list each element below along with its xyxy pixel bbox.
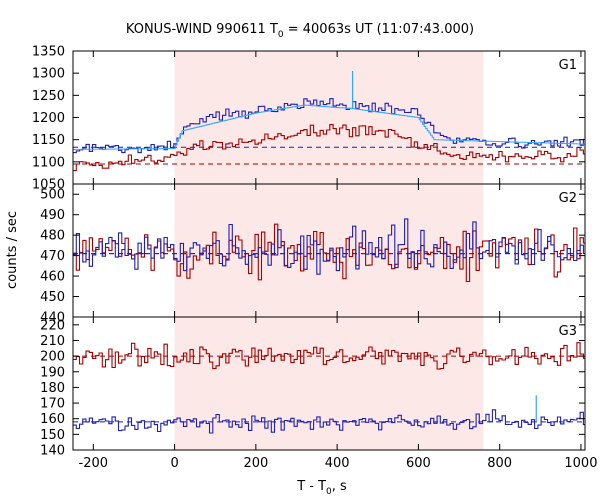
panel-frame	[72, 316, 586, 451]
x-tick-label: 400	[325, 456, 350, 471]
series-blue-line	[73, 98, 585, 154]
y-tick-label: 460	[40, 270, 65, 285]
series-cyan-line	[73, 104, 585, 150]
series-red-line	[73, 124, 585, 172]
y-tick-label: 440	[40, 311, 65, 326]
x-axis-label: T - T0, s	[296, 479, 347, 497]
x-tick-label: 0	[170, 456, 178, 471]
xlabel-rest: , s	[332, 479, 347, 494]
series-blue-line	[73, 409, 585, 434]
series-red-line	[73, 342, 585, 370]
chart-title: KONUS-WIND 990611 T0 = 40063s UT (11:07:…	[126, 22, 474, 40]
y-tick-label: 190	[40, 365, 65, 380]
shaded-interval	[174, 51, 484, 184]
title-rest: = 40063s UT (11:07:43.000)	[284, 22, 474, 37]
panel-label: G1	[559, 58, 577, 73]
xlabel-main: T - T	[296, 479, 326, 494]
x-tick-label: 1000	[564, 456, 597, 471]
title-subscript: 0	[278, 30, 284, 40]
y-tick-label: 480	[40, 229, 65, 244]
x-tick-label: -200	[79, 456, 109, 471]
y-axis-label: counts / sec	[5, 211, 20, 289]
y-tick-label: 1350	[32, 45, 65, 60]
y-tick-label: 150	[40, 428, 65, 443]
y-tick-label: 160	[40, 412, 65, 427]
y-tick-label: 200	[40, 350, 65, 365]
x-tick-label: 800	[487, 456, 512, 471]
y-tick-label: 210	[40, 334, 65, 349]
panel-g2: 440 450 460 470 480 490 500 G2	[40, 183, 586, 326]
y-tick-label: 470	[40, 249, 65, 264]
y-tick-label: 490	[40, 208, 65, 223]
y-tick-label: 1250	[32, 89, 65, 104]
y-tick-label: 1100	[32, 155, 65, 170]
title-main: KONUS-WIND 990611 T	[126, 22, 278, 37]
x-tick-label: 600	[406, 456, 431, 471]
y-tick-label: 1050	[32, 178, 65, 193]
y-tick-label: 1200	[32, 111, 65, 126]
x-tick-label: 200	[243, 456, 268, 471]
y-tick-label: 1150	[32, 133, 65, 148]
panel-label: G3	[559, 324, 577, 339]
panels-group: 1050110011501200125013001350G14404504604…	[32, 45, 598, 472]
shaded-interval	[174, 184, 484, 317]
y-tick-label: 220	[40, 318, 65, 333]
y-tick-label: 500	[40, 188, 65, 203]
y-tick-label: 180	[40, 381, 65, 396]
y-tick-label: 1300	[32, 67, 65, 82]
shaded-interval	[174, 317, 484, 450]
y-tick-label: 450	[40, 290, 65, 305]
xlabel-subscript: 0	[326, 487, 332, 497]
series-blue-line	[73, 218, 585, 275]
y-tick-label: 170	[40, 397, 65, 412]
panel-label: G2	[559, 191, 577, 206]
panel-g1: 1050 1100 1150 1200 1250 1300 1350 G1	[32, 45, 586, 193]
y-tick-label: 140	[40, 444, 65, 459]
